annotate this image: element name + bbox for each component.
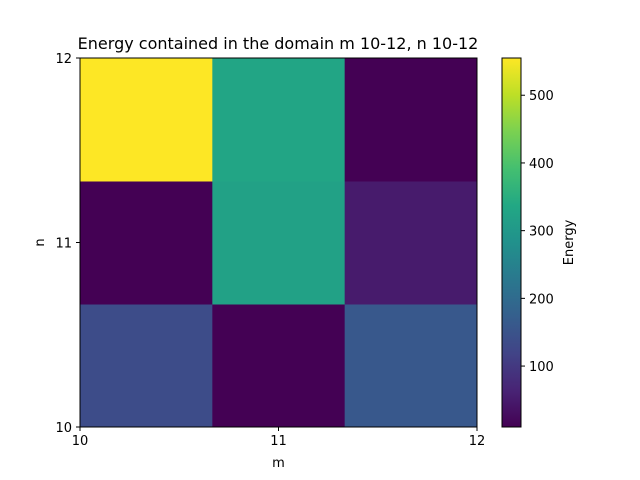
y-axis-label: n [33, 238, 48, 246]
colorbar-tick-label: 300 [529, 225, 554, 240]
y-axis: 10 11 12 [55, 52, 80, 436]
x-axis: 10 11 12 [72, 427, 486, 449]
heatmap-cell-r0-c0 [80, 304, 213, 428]
heatmap-cells [80, 58, 478, 428]
heatmap-cell-r1-c1 [212, 181, 346, 305]
colorbar-label: Energy [562, 219, 577, 265]
x-tick-label: 12 [469, 434, 486, 449]
chart-title: Energy contained in the domain m 10-12, … [78, 34, 479, 53]
heatmap-cell-r0-c1 [212, 304, 346, 428]
colorbar-tick-label: 200 [529, 292, 554, 307]
heatmap-cell-r0-c2 [344, 304, 478, 428]
heatmap-cell-r1-c0 [80, 181, 213, 305]
colorbar-tick-label: 400 [529, 157, 554, 172]
heatmap-cell-r2-c0 [80, 58, 213, 182]
x-tick-label: 10 [72, 434, 89, 449]
heatmap-cell-r2-c2 [344, 58, 478, 182]
heatmap-cell-r1-c2 [344, 181, 478, 305]
colorbar-tick-label: 100 [529, 360, 554, 375]
colorbar-ticks: 100 200 300 400 500 [521, 89, 554, 375]
x-tick-label: 11 [270, 434, 287, 449]
y-tick-label: 10 [55, 421, 72, 436]
colorbar-tick-label: 500 [529, 89, 554, 104]
colorbar [501, 57, 522, 428]
y-tick-label: 12 [55, 52, 72, 67]
x-axis-label: m [272, 456, 285, 471]
y-tick-label: 11 [55, 237, 72, 252]
heatmap-cell-r2-c1 [212, 58, 346, 182]
